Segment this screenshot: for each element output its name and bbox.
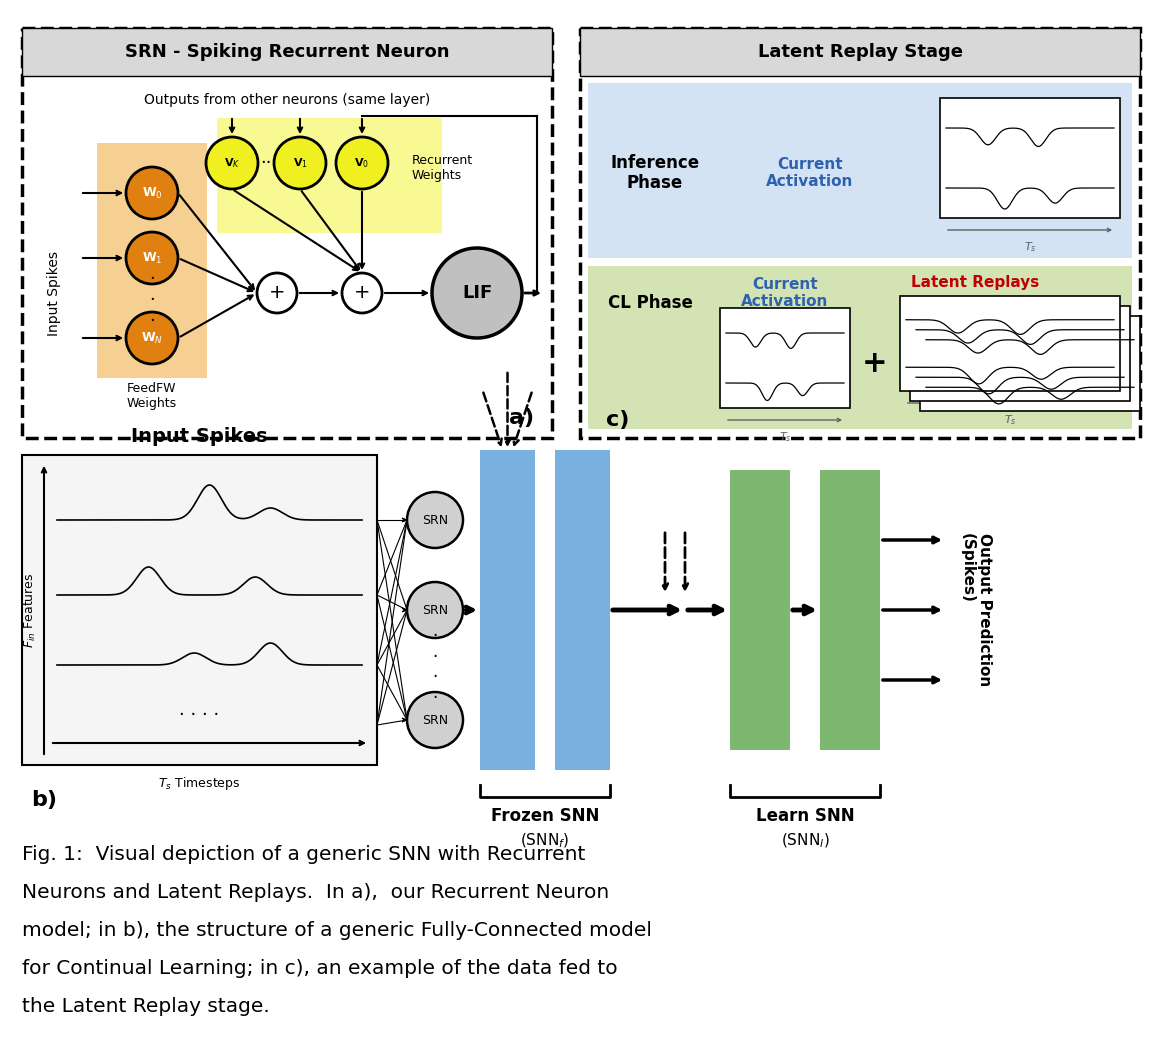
Text: LIF: LIF	[462, 284, 492, 302]
Text: W$_N$: W$_N$	[141, 330, 163, 346]
Text: Learn SNN: Learn SNN	[755, 807, 854, 825]
Text: CL Phase: CL Phase	[608, 294, 693, 312]
Text: Input Spikes: Input Spikes	[132, 427, 268, 446]
Text: Frozen SNN: Frozen SNN	[491, 807, 599, 825]
Circle shape	[274, 136, 326, 189]
Text: · · · ·: · · · ·	[179, 706, 220, 724]
Bar	[721, 308, 850, 408]
Bar	[480, 450, 535, 770]
Text: ··: ··	[261, 154, 271, 172]
Text: V$_K$: V$_K$	[223, 157, 240, 170]
Text: W$_1$: W$_1$	[142, 251, 162, 266]
Text: $F_{in}$ Features: $F_{in}$ Features	[22, 572, 37, 647]
Text: c): c)	[606, 411, 630, 430]
Text: +: +	[269, 284, 285, 303]
Text: (SNN$_f$): (SNN$_f$)	[520, 832, 569, 851]
Circle shape	[126, 232, 178, 284]
Circle shape	[407, 692, 463, 748]
Bar	[22, 28, 552, 438]
Text: +: +	[354, 284, 370, 303]
Text: SRN: SRN	[421, 513, 448, 527]
Bar	[819, 470, 880, 750]
Bar	[941, 98, 1120, 218]
Text: Output Prediction
(Spikes): Output Prediction (Spikes)	[960, 533, 993, 687]
Text: $T_s$: $T_s$	[779, 430, 792, 443]
Text: $T_s$: $T_s$	[1003, 413, 1016, 426]
Text: Latent Replays: Latent Replays	[911, 275, 1039, 291]
Bar	[900, 296, 1120, 391]
Text: $T_s$: $T_s$	[1023, 240, 1036, 254]
Text: W$_0$: W$_0$	[142, 185, 163, 201]
Bar	[920, 316, 1140, 411]
Bar	[555, 450, 610, 770]
Bar	[97, 143, 207, 378]
Circle shape	[257, 273, 297, 313]
Text: Latent Replay Stage: Latent Replay Stage	[758, 43, 963, 61]
Text: $T_s$ Timesteps: $T_s$ Timesteps	[158, 776, 241, 792]
Circle shape	[206, 136, 258, 189]
Text: FeedFW
Weights: FeedFW Weights	[127, 382, 177, 411]
Text: model; in b), the structure of a generic Fully-Connected model: model; in b), the structure of a generic…	[22, 922, 652, 940]
Text: Outputs from other neurons (same layer): Outputs from other neurons (same layer)	[144, 93, 431, 107]
Circle shape	[126, 167, 178, 219]
Text: SRN - Spiking Recurrent Neuron: SRN - Spiking Recurrent Neuron	[125, 43, 449, 61]
Bar	[22, 28, 552, 76]
Circle shape	[342, 273, 382, 313]
Text: +: +	[863, 348, 888, 378]
Text: ·
·
·
·: · · · ·	[432, 626, 438, 707]
Text: SRN: SRN	[421, 603, 448, 617]
Text: b): b)	[31, 790, 57, 810]
Text: Input Spikes: Input Spikes	[47, 251, 61, 335]
Bar	[910, 306, 1130, 401]
Text: Inference
Phase: Inference Phase	[610, 153, 700, 193]
Text: (SNN$_l$): (SNN$_l$)	[781, 832, 829, 851]
Circle shape	[407, 582, 463, 638]
Bar	[580, 28, 1140, 438]
Text: V$_0$: V$_0$	[355, 157, 369, 170]
Text: Neurons and Latent Replays.  In a),  our Recurrent Neuron: Neurons and Latent Replays. In a), our R…	[22, 883, 609, 902]
Bar	[217, 118, 442, 233]
Bar	[580, 28, 1140, 76]
Text: SRN: SRN	[421, 713, 448, 727]
Text: for Continual Learning; in c), an example of the data fed to: for Continual Learning; in c), an exampl…	[22, 959, 618, 978]
Text: Current
Activation: Current Activation	[741, 277, 829, 309]
Bar	[22, 455, 377, 765]
Text: Recurrent
Weights: Recurrent Weights	[412, 154, 473, 182]
Bar	[588, 266, 1133, 428]
Bar	[730, 470, 790, 750]
Text: Fig. 1:  Visual depiction of a generic SNN with Recurrent: Fig. 1: Visual depiction of a generic SN…	[22, 845, 585, 864]
Circle shape	[407, 492, 463, 548]
Text: the Latent Replay stage.: the Latent Replay stage.	[22, 997, 270, 1016]
Circle shape	[336, 136, 388, 189]
Text: a): a)	[510, 408, 534, 428]
Text: Current
Activation: Current Activation	[766, 157, 853, 189]
Bar	[588, 83, 1133, 258]
Circle shape	[432, 248, 521, 338]
Text: ·
·
·: · · ·	[149, 270, 155, 330]
Circle shape	[126, 312, 178, 364]
Text: V$_1$: V$_1$	[292, 157, 307, 170]
